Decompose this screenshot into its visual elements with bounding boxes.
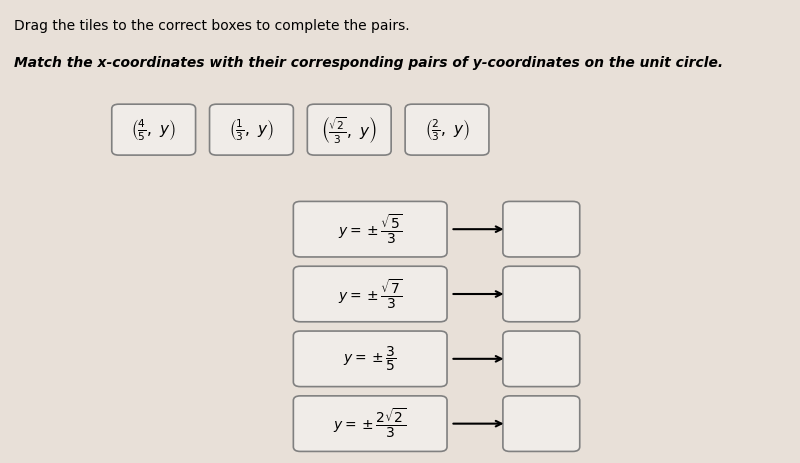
Text: $y = \pm\dfrac{\sqrt{7}}{3}$: $y = \pm\dfrac{\sqrt{7}}{3}$ (338, 277, 402, 311)
FancyBboxPatch shape (503, 396, 580, 451)
Text: $\left(\frac{2}{3},\ y\right)$: $\left(\frac{2}{3},\ y\right)$ (425, 117, 470, 143)
FancyBboxPatch shape (294, 201, 447, 257)
FancyBboxPatch shape (294, 331, 447, 387)
Text: $y = \pm\dfrac{2\sqrt{2}}{3}$: $y = \pm\dfrac{2\sqrt{2}}{3}$ (334, 407, 407, 440)
FancyBboxPatch shape (307, 104, 391, 155)
Text: $y = \pm\dfrac{\sqrt{5}}{3}$: $y = \pm\dfrac{\sqrt{5}}{3}$ (338, 213, 402, 246)
Text: Drag the tiles to the correct boxes to complete the pairs.: Drag the tiles to the correct boxes to c… (14, 19, 410, 32)
Text: $y = \pm\dfrac{3}{5}$: $y = \pm\dfrac{3}{5}$ (343, 344, 397, 373)
FancyBboxPatch shape (210, 104, 294, 155)
FancyBboxPatch shape (405, 104, 489, 155)
FancyBboxPatch shape (294, 396, 447, 451)
FancyBboxPatch shape (503, 266, 580, 322)
FancyBboxPatch shape (503, 331, 580, 387)
Text: $\left(\frac{\sqrt{2}}{3},\ y\right)$: $\left(\frac{\sqrt{2}}{3},\ y\right)$ (321, 115, 378, 144)
FancyBboxPatch shape (294, 266, 447, 322)
FancyBboxPatch shape (503, 201, 580, 257)
Text: $\left(\frac{4}{5},\ y\right)$: $\left(\frac{4}{5},\ y\right)$ (131, 117, 176, 143)
Text: $\left(\frac{1}{3},\ y\right)$: $\left(\frac{1}{3},\ y\right)$ (229, 117, 274, 143)
FancyBboxPatch shape (112, 104, 195, 155)
Text: Match the x-coordinates with their corresponding pairs of y-coordinates on the u: Match the x-coordinates with their corre… (14, 56, 723, 69)
